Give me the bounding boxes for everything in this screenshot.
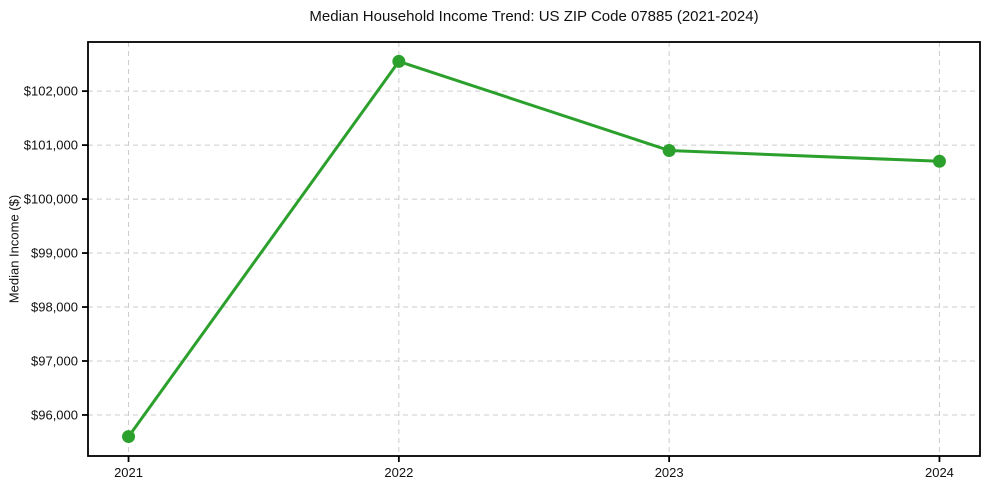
data-point-marker: [932, 154, 946, 168]
trend-line: [127, 59, 941, 439]
x-tick-label: 2023: [655, 465, 684, 480]
data-point-marker: [662, 143, 676, 157]
y-tick-label: $99,000: [31, 246, 78, 261]
y-tick-label: $101,000: [24, 138, 78, 153]
y-tick-label: $96,000: [31, 407, 78, 422]
y-tick-label: $100,000: [24, 192, 78, 207]
data-point-marker: [122, 430, 136, 444]
chart-title: Median Household Income Trend: US ZIP Co…: [309, 8, 759, 25]
x-tick-label: 2024: [925, 465, 954, 480]
x-tick-label: 2022: [384, 465, 413, 480]
y-tick-label: $98,000: [31, 300, 78, 315]
y-tick-label: $97,000: [31, 354, 78, 369]
plot-border: [87, 41, 981, 457]
x-tick-label: 2021: [114, 465, 143, 480]
y-tick-label: $102,000: [24, 84, 78, 99]
data-point-marker: [392, 54, 406, 68]
